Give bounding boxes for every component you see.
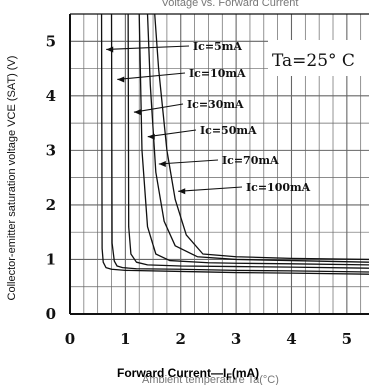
curve-label: Ic=50mA bbox=[200, 124, 257, 137]
curve-ic-5ma bbox=[100, 13, 369, 275]
curve-label: Ic=100mA bbox=[246, 181, 311, 194]
tick-labels: 0 1 2 3 4 5 0 1 2 3 4 5 bbox=[46, 32, 353, 348]
x-axis-title-main: Forward Current—I bbox=[117, 366, 226, 380]
y-tick-label: 5 bbox=[46, 32, 56, 50]
y-axis-title: Collector-emitter saturation voltage VCE… bbox=[6, 56, 18, 301]
condition-label: Ta=25° C bbox=[272, 51, 355, 71]
axes-frame bbox=[69, 13, 369, 315]
x-axis-title-sub: F bbox=[226, 372, 232, 382]
curve-leader-arrow bbox=[178, 188, 186, 195]
curve-label: Ic=30mA bbox=[187, 98, 244, 111]
curve-leader-arrow bbox=[158, 161, 166, 167]
curve-label: Ic=10mA bbox=[189, 67, 246, 80]
curve-leader-line bbox=[106, 45, 190, 51]
curve-label: Ic=5mA bbox=[193, 40, 242, 53]
condition-box bbox=[268, 40, 369, 76]
curve-leader-line bbox=[133, 103, 184, 113]
curve-leader-line bbox=[158, 159, 219, 165]
curve-leader-arrow bbox=[106, 46, 114, 53]
y-tick-label: 1 bbox=[46, 250, 56, 268]
x-tick-label: 1 bbox=[120, 330, 130, 348]
x-tick-label: 2 bbox=[176, 330, 186, 348]
y-tick-label: 0 bbox=[46, 305, 56, 323]
curve-leader-line bbox=[178, 186, 243, 192]
curve-ic-10ma bbox=[110, 13, 369, 273]
chart-title: Voltage vs. Forward Current bbox=[162, 0, 299, 9]
curve-ic-30ma bbox=[127, 13, 369, 269]
y-tick-label: 4 bbox=[46, 87, 56, 105]
curve-ic-70ma bbox=[146, 13, 369, 263]
x-tick-label: 3 bbox=[231, 330, 241, 348]
x-tick-label: 0 bbox=[65, 330, 75, 348]
x-axis-title-unit: (mA) bbox=[232, 366, 259, 380]
curve-ic-50ma bbox=[138, 13, 369, 266]
x-tick-label: 4 bbox=[286, 330, 296, 348]
curves bbox=[100, 13, 369, 275]
curve-leader-arrow bbox=[147, 133, 155, 140]
curve-leader-line bbox=[117, 72, 186, 81]
y-tick-label: 2 bbox=[46, 196, 56, 214]
curve-leader-arrow bbox=[117, 76, 125, 83]
y-tick-label: 3 bbox=[46, 141, 56, 159]
curve-leader-line bbox=[147, 129, 197, 138]
x-tick-label: 5 bbox=[342, 330, 352, 348]
x-axis-ghost-title: Ambient temperature Ta(°C) bbox=[142, 374, 279, 385]
curve-labels: Ic=5mA Ic=10mA Ic=30mA Ic=50mA Ic=70mA Ic=100… bbox=[106, 40, 311, 195]
curve-label: Ic=70mA bbox=[222, 154, 279, 167]
curve-leader-arrow bbox=[133, 109, 141, 116]
curve-ic-100ma bbox=[154, 13, 369, 261]
x-axis-title: Forward Current—IF(mA) bbox=[117, 366, 259, 382]
